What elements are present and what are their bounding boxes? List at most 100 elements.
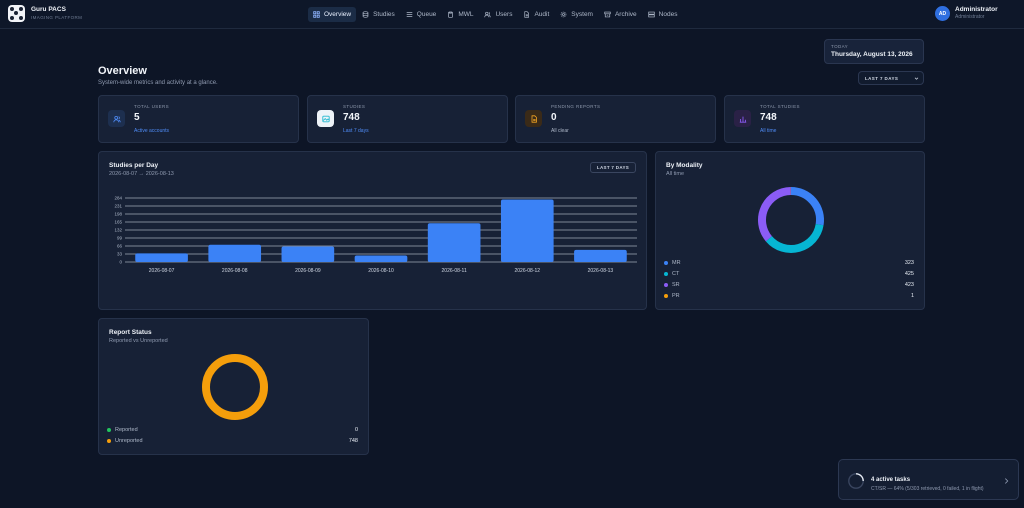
legend-value: 425	[904, 271, 914, 277]
main-nav: Overview Studies Queue MWL Users Audit S…	[308, 7, 683, 22]
report-status-donut-chart	[202, 354, 268, 420]
x-tick-label: 2026-08-09	[295, 268, 321, 274]
nav-label: Queue	[416, 11, 437, 18]
users-icon	[108, 110, 125, 127]
nav-item-archive[interactable]: Archive	[599, 7, 642, 22]
donut-slice[interactable]	[202, 354, 268, 420]
legend-item: PR 1	[664, 293, 914, 299]
stat-label: TOTAL USERS	[134, 104, 170, 109]
active-tasks-toast[interactable]: 4 active tasks CT/SR — 64% (5/303 retrie…	[838, 459, 1019, 500]
legend-label: PR	[672, 293, 680, 299]
app-subtitle: IMAGING PLATFORM	[31, 15, 83, 20]
modality-donut-chart	[758, 187, 824, 253]
nav-label: Users	[495, 11, 513, 18]
stat-label: PENDING REPORTS	[551, 104, 601, 109]
stat-card-total-users[interactable]: TOTAL USERS 5 Active accounts	[98, 95, 299, 143]
legend-label: Reported	[115, 427, 138, 433]
nav-item-users[interactable]: Users	[479, 7, 517, 22]
stat-card-total-studies[interactable]: TOTAL STUDIES 748 All time	[724, 95, 925, 143]
nav-item-audit[interactable]: Audit	[518, 7, 554, 22]
chevron-down-icon	[914, 77, 919, 80]
bar[interactable]	[427, 223, 481, 262]
nav-label: Overview	[324, 11, 352, 18]
clipboard-icon	[448, 11, 454, 18]
y-tick-label: 66	[117, 244, 123, 249]
stat-sub: Last 7 days	[343, 128, 369, 134]
nav-label: Audit	[534, 11, 550, 18]
app-name: Guru PACS	[31, 6, 66, 13]
donut-slice[interactable]	[765, 223, 824, 253]
nav-label: Archive	[614, 11, 637, 18]
nav-label: System	[571, 11, 593, 18]
archive-icon	[604, 11, 611, 18]
x-tick-label: 2026-08-07	[149, 268, 175, 274]
bar[interactable]	[574, 249, 627, 262]
y-tick-label: 231	[114, 204, 122, 209]
avatar: AD	[935, 6, 950, 21]
chart-subtitle: Reported vs Unreported	[109, 338, 168, 344]
y-tick-label: 284	[114, 196, 122, 201]
x-tick-label: 2026-08-12	[514, 268, 540, 274]
studies-per-day-card: Studies per Day 2026-08-07 → 2026-08-13 …	[98, 151, 647, 310]
document-icon	[525, 110, 542, 127]
report-status-card: Report Status Reported vs Unreported Rep…	[98, 318, 369, 455]
bar[interactable]	[135, 253, 188, 262]
range-select-value: LAST 7 DAYS	[865, 75, 899, 81]
brand[interactable]: Guru PACS IMAGING PLATFORM	[8, 5, 82, 22]
chart-title: Report Status	[109, 329, 152, 336]
nav-item-overview[interactable]: Overview	[308, 7, 357, 22]
range-pill[interactable]: LAST 7 DAYS	[590, 162, 636, 173]
user-role: Administrator	[955, 14, 985, 20]
nav-item-queue[interactable]: Queue	[401, 7, 442, 22]
user-menu[interactable]: AD Administrator Administrator	[935, 6, 998, 21]
y-tick-label: 132	[114, 228, 122, 233]
stat-card-studies[interactable]: STUDIES 748 Last 7 days	[307, 95, 508, 143]
legend-item: Unreported 748	[107, 438, 358, 444]
stat-label: STUDIES	[343, 104, 366, 109]
page-subtitle: System-wide metrics and activity at a gl…	[98, 80, 218, 86]
stat-sub: Active accounts	[134, 128, 170, 134]
nav-label: MWL	[458, 11, 474, 18]
chart-subtitle: 2026-08-07 → 2026-08-13	[109, 171, 174, 177]
stat-value: 5	[134, 112, 140, 123]
progress-ring-icon	[848, 473, 864, 489]
bar[interactable]	[208, 244, 262, 262]
stat-label: TOTAL STUDIES	[760, 104, 800, 109]
donut-slice[interactable]	[790, 187, 824, 226]
grid-icon	[313, 11, 320, 18]
legend-item: Reported 0	[107, 427, 358, 433]
database-icon	[362, 11, 369, 18]
file-icon	[524, 11, 530, 18]
y-tick-label: 198	[114, 212, 122, 217]
bar[interactable]	[281, 246, 335, 262]
toast-title: 4 active tasks	[871, 477, 911, 483]
legend-value: 1	[910, 293, 914, 299]
legend-label: MR	[672, 260, 681, 266]
x-tick-label: 2026-08-10	[368, 268, 394, 274]
bar[interactable]	[354, 255, 408, 262]
donut-slice[interactable]	[758, 187, 792, 242]
legend-label: CT	[672, 271, 680, 277]
x-tick-label: 2026-08-11	[442, 268, 467, 274]
legend-dot	[664, 272, 668, 276]
bar-chart-icon	[734, 110, 751, 127]
x-tick-label: 2026-08-08	[222, 268, 248, 274]
studies-bar-chart: 284 231 198 165 132 99 66 33 0 2026-08-07 2026-08-…	[114, 196, 637, 274]
top-bar: Guru PACS IMAGING PLATFORM Overview Stud…	[0, 0, 1024, 29]
nav-item-mwl[interactable]: MWL	[442, 7, 478, 22]
page-title: Overview	[98, 65, 147, 77]
stat-card-pending-reports[interactable]: PENDING REPORTS 0 All clear	[515, 95, 716, 143]
user-name: Administrator	[955, 6, 998, 13]
nav-item-system[interactable]: System	[555, 7, 598, 22]
legend-dot	[107, 439, 111, 443]
nav-item-nodes[interactable]: Nodes	[643, 7, 683, 22]
toast-subtitle: CT/SR — 64% (5/303 retrieved, 0 failed, …	[871, 486, 984, 492]
bar[interactable]	[500, 199, 554, 262]
chart-subtitle: All time	[666, 171, 685, 177]
range-select[interactable]: LAST 7 DAYS	[858, 71, 924, 85]
nav-label: Nodes	[658, 11, 678, 18]
legend-value: 748	[348, 438, 358, 444]
nav-label: Studies	[373, 11, 395, 18]
nav-item-studies[interactable]: Studies	[357, 7, 400, 22]
date-label: TODAY	[831, 44, 849, 49]
